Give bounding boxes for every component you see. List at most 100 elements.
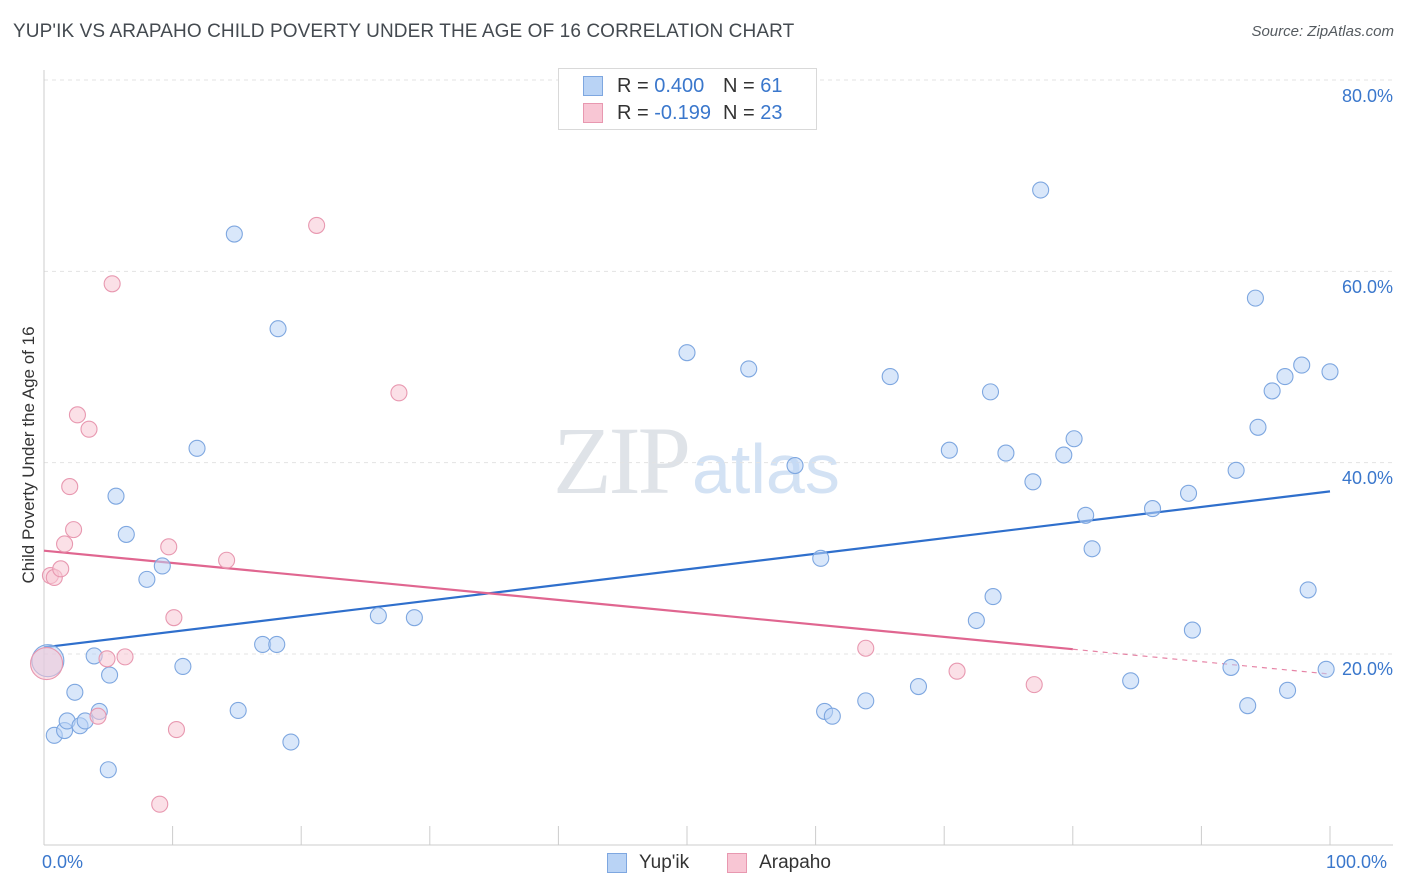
point-yupik-10 — [99, 761, 117, 779]
x-tick-label-max: 100.0% — [1326, 852, 1388, 872]
point-yupik-24 — [405, 609, 423, 627]
correlation-legend: R = 0.400 N = 61 R = -0.199 N = 23 — [558, 68, 817, 130]
point-yupik-57 — [1293, 356, 1311, 374]
point-yupik-23 — [369, 607, 387, 625]
trend-line-arapaho — [43, 549, 1073, 651]
point-yupik-22 — [282, 733, 300, 751]
point-yupik-34 — [940, 441, 958, 459]
watermark-zip: ZIP — [553, 407, 691, 514]
point-yupik-32 — [881, 368, 899, 386]
point-arapaho-21 — [948, 662, 966, 680]
point-yupik-26 — [740, 360, 758, 378]
point-yupik-48 — [1183, 621, 1201, 639]
trend-line-yupik — [43, 490, 1331, 649]
point-yupik-15 — [174, 657, 192, 675]
point-yupik-16 — [188, 439, 206, 457]
series-legend-swatch-arapaho — [727, 853, 748, 873]
y-tick-label-60: 60.0% — [1341, 277, 1393, 297]
point-yupik-4 — [66, 683, 84, 701]
point-arapaho-16 — [167, 721, 186, 739]
point-yupik-27 — [786, 456, 804, 475]
trend-line-arapaho-extension — [1072, 648, 1331, 675]
watermark: ZIPatlas — [553, 405, 840, 516]
legend-row-yupik: R = 0.400 N = 61 — [583, 73, 783, 99]
point-yupik-58 — [1299, 581, 1317, 599]
y-tick-label-80: 80.0% — [1341, 86, 1393, 106]
legend-r-arapaho: R = -0.199 — [617, 102, 723, 125]
point-yupik-37 — [984, 588, 1002, 606]
y-tick-label-40: 40.0% — [1341, 468, 1393, 488]
point-yupik-30 — [823, 707, 841, 725]
point-yupik-40 — [1032, 181, 1050, 199]
point-yupik-28 — [812, 549, 830, 567]
point-yupik-44 — [1083, 540, 1101, 558]
point-yupik-59 — [1317, 660, 1335, 678]
legend-n-label: N = — [723, 74, 755, 97]
point-arapaho-19 — [390, 384, 408, 402]
point-yupik-53 — [1249, 418, 1267, 436]
legend-n-value: 23 — [760, 101, 783, 124]
series-legend: Yup'ik Arapaho — [607, 852, 869, 874]
point-arapaho-17 — [218, 551, 236, 569]
series-legend-label-yupik: Yup'ik — [639, 852, 690, 873]
legend-r-value: -0.199 — [654, 101, 711, 124]
point-yupik-17 — [225, 225, 243, 243]
legend-swatch-yupik — [583, 76, 603, 96]
legend-row-arapaho: R = -0.199 N = 23 — [583, 100, 783, 126]
legend-r-yupik: R = 0.400 — [617, 75, 723, 98]
point-arapaho-3 — [52, 560, 70, 578]
point-arapaho-9 — [89, 707, 107, 725]
point-yupik-38 — [997, 444, 1015, 462]
point-yupik-36 — [981, 383, 1000, 401]
legend-r-label: R = — [617, 74, 649, 97]
point-arapaho-0 — [30, 647, 64, 681]
axis-layer — [43, 70, 1393, 846]
point-yupik-54 — [1263, 382, 1281, 400]
y-axis-label: Child Poverty Under the Age of 16 — [19, 326, 38, 584]
y-tick-label-20: 20.0% — [1341, 659, 1393, 679]
point-arapaho-11 — [103, 275, 121, 293]
point-yupik-13 — [138, 570, 156, 588]
watermark-atlas: atlas — [692, 430, 840, 508]
point-yupik-12 — [117, 525, 135, 543]
points-layer — [30, 181, 1339, 813]
point-yupik-18 — [229, 701, 247, 719]
point-arapaho-6 — [65, 521, 83, 539]
point-yupik-52 — [1246, 289, 1264, 307]
point-arapaho-8 — [80, 420, 98, 438]
point-yupik-46 — [1143, 500, 1162, 518]
point-arapaho-20 — [857, 639, 875, 657]
point-arapaho-7 — [68, 406, 86, 424]
point-arapaho-22 — [1025, 676, 1043, 694]
series-legend-label-arapaho: Arapaho — [759, 852, 831, 873]
point-yupik-56 — [1279, 681, 1297, 699]
point-arapaho-5 — [61, 478, 79, 496]
point-yupik-35 — [967, 611, 985, 630]
point-arapaho-14 — [160, 538, 178, 556]
x-tick-label-min: 0.0% — [42, 852, 84, 872]
point-yupik-45 — [1122, 672, 1140, 690]
point-arapaho-4 — [56, 535, 74, 553]
point-yupik-33 — [909, 677, 928, 696]
series-legend-item-yupik[interactable]: Yup'ik — [607, 852, 689, 874]
chart-title: YUP'IK VS ARAPAHO CHILD POVERTY UNDER TH… — [13, 21, 795, 42]
point-arapaho-12 — [116, 648, 134, 666]
legend-n-value: 61 — [760, 74, 783, 97]
point-yupik-31 — [857, 692, 875, 710]
point-yupik-20 — [268, 635, 286, 653]
point-arapaho-15 — [165, 609, 183, 627]
point-arapaho-18 — [308, 216, 326, 234]
point-yupik-11 — [107, 487, 125, 505]
grid-layer — [44, 79, 1393, 655]
point-yupik-55 — [1276, 368, 1294, 386]
point-yupik-42 — [1065, 430, 1083, 448]
point-yupik-60 — [1321, 363, 1339, 381]
trend-layer — [43, 490, 1331, 675]
point-yupik-9 — [101, 666, 119, 684]
point-yupik-51 — [1239, 697, 1257, 715]
point-yupik-21 — [269, 320, 287, 338]
series-legend-swatch-yupik — [607, 853, 627, 873]
legend-n-label: N = — [723, 101, 755, 124]
series-legend-item-arapaho[interactable]: Arapaho — [727, 852, 831, 874]
